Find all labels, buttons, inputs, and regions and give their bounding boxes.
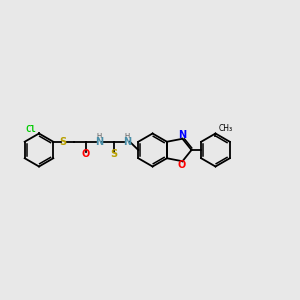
Text: N: N [95, 137, 103, 147]
Text: H: H [124, 133, 130, 139]
Text: N: N [178, 130, 186, 140]
Text: H: H [97, 133, 102, 139]
Text: Cl: Cl [25, 124, 36, 134]
Text: CH₃: CH₃ [219, 124, 233, 133]
Text: O: O [82, 149, 90, 159]
Text: S: S [59, 137, 67, 147]
Text: O: O [178, 160, 186, 170]
Text: N: N [123, 137, 131, 147]
Text: S: S [110, 149, 117, 159]
